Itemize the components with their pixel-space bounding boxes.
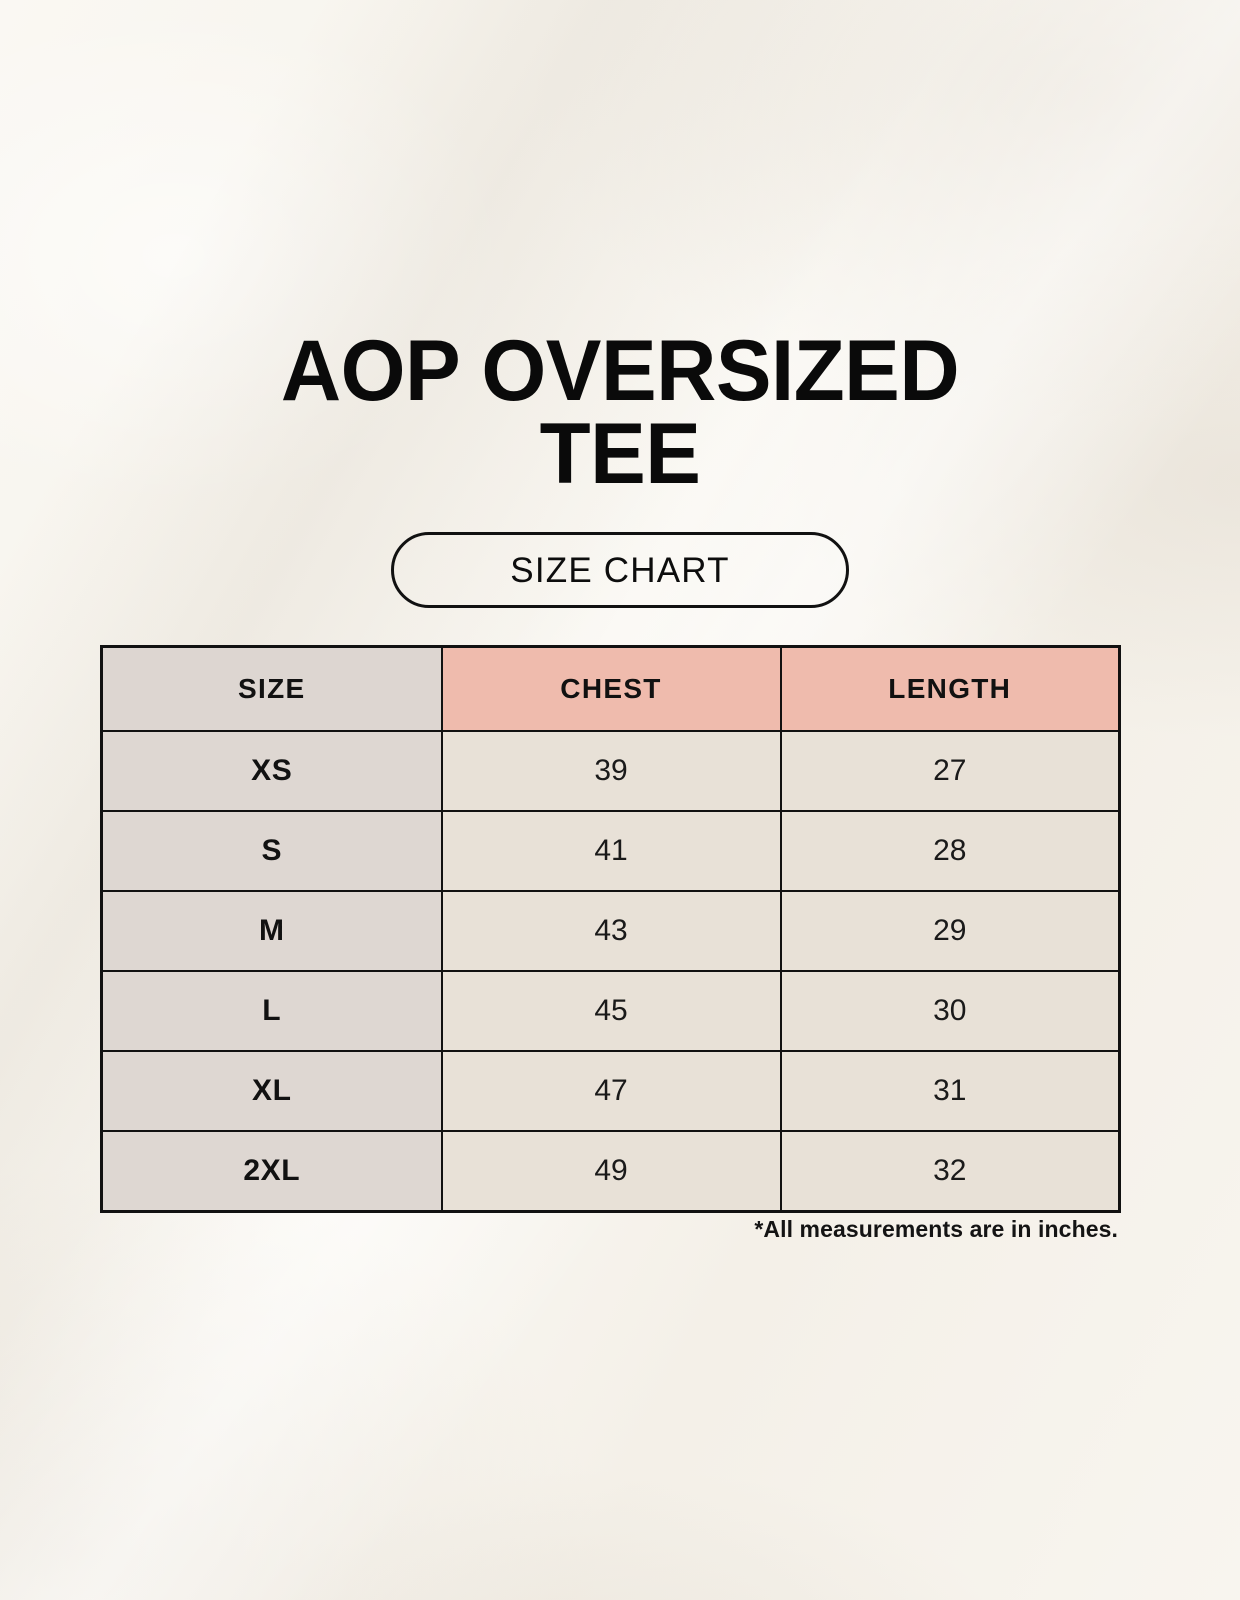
- cell-chest: 43: [440, 890, 782, 972]
- cell-size: L: [100, 970, 443, 1052]
- column-header-length: LENGTH: [779, 645, 1121, 732]
- cell-length: 31: [779, 1050, 1121, 1132]
- cell-chest: 47: [440, 1050, 782, 1132]
- table-body: XS 39 27 S 41 28 M 43 29 L 45 30: [100, 730, 1121, 1212]
- cell-size: XL: [100, 1050, 443, 1132]
- table-header-row: SIZE CHEST LENGTH: [100, 645, 1121, 732]
- cell-length: 32: [779, 1130, 1121, 1212]
- table-row: M 43 29: [100, 890, 1121, 972]
- column-header-size: SIZE: [100, 645, 443, 732]
- title-line-1: AOP OVERSIZED: [280, 323, 960, 419]
- title-line-2: TEE: [539, 405, 701, 502]
- cell-length: 28: [779, 810, 1121, 892]
- measurement-footnote: *All measurements are in inches.: [754, 1216, 1118, 1242]
- table-row: 2XL 49 32: [100, 1130, 1121, 1212]
- page-title: AOP OVERSIZED TEE: [0, 323, 1240, 502]
- table-header: SIZE CHEST LENGTH: [100, 645, 1121, 732]
- table-row: XL 47 31: [100, 1050, 1121, 1132]
- cell-size: M: [100, 890, 443, 972]
- cell-size: S: [100, 810, 443, 892]
- cell-chest: 45: [440, 970, 782, 1052]
- table-row: S 41 28: [100, 810, 1121, 892]
- cell-chest: 49: [440, 1130, 782, 1212]
- cell-chest: 41: [440, 810, 782, 892]
- column-header-chest: CHEST: [440, 645, 782, 732]
- cell-length: 29: [779, 890, 1121, 972]
- cell-chest: 39: [440, 730, 782, 812]
- size-chart-badge: SIZE CHART: [391, 532, 849, 608]
- size-table-wrap: SIZE CHEST LENGTH XS 39 27 S 41 28 M: [100, 645, 1121, 1213]
- cell-length: 27: [779, 730, 1121, 812]
- cell-size: 2XL: [100, 1130, 443, 1212]
- table-row: L 45 30: [100, 970, 1121, 1052]
- cell-length: 30: [779, 970, 1121, 1052]
- size-table: SIZE CHEST LENGTH XS 39 27 S 41 28 M: [100, 645, 1121, 1213]
- size-chart-badge-wrap: SIZE CHART: [0, 532, 1240, 608]
- cell-size: XS: [100, 730, 443, 812]
- table-row: XS 39 27: [100, 730, 1121, 812]
